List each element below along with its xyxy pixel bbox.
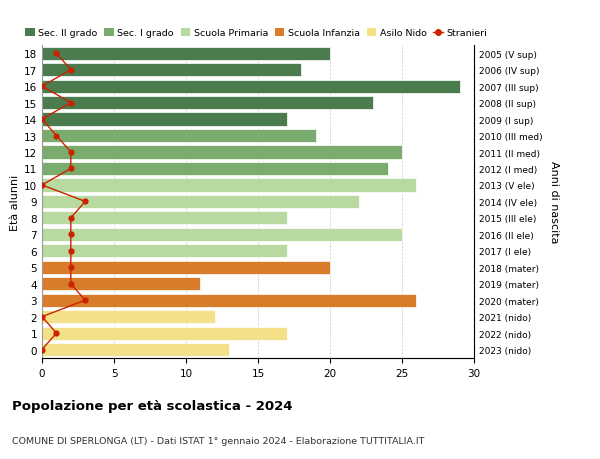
- Y-axis label: Età alunni: Età alunni: [10, 174, 20, 230]
- Text: Popolazione per età scolastica - 2024: Popolazione per età scolastica - 2024: [12, 399, 293, 412]
- Bar: [42, 162, 388, 176]
- Bar: [42, 196, 359, 208]
- Bar: [42, 294, 416, 307]
- Bar: [42, 97, 373, 110]
- Bar: [42, 278, 200, 291]
- Y-axis label: Anni di nascita: Anni di nascita: [549, 161, 559, 243]
- Bar: [42, 64, 301, 77]
- Bar: [42, 113, 287, 126]
- Text: COMUNE DI SPERLONGA (LT) - Dati ISTAT 1° gennaio 2024 - Elaborazione TUTTITALIA.: COMUNE DI SPERLONGA (LT) - Dati ISTAT 1°…: [12, 436, 424, 445]
- Legend: Sec. II grado, Sec. I grado, Scuola Primaria, Scuola Infanzia, Asilo Nido, Stran: Sec. II grado, Sec. I grado, Scuola Prim…: [25, 29, 487, 38]
- Bar: [42, 48, 330, 61]
- Bar: [42, 80, 460, 94]
- Bar: [42, 212, 287, 225]
- Bar: [42, 228, 402, 241]
- Bar: [42, 130, 316, 143]
- Bar: [42, 146, 402, 159]
- Bar: [42, 343, 229, 356]
- Bar: [42, 327, 287, 340]
- Bar: [42, 310, 215, 324]
- Bar: [42, 245, 287, 258]
- Bar: [42, 261, 330, 274]
- Bar: [42, 179, 416, 192]
